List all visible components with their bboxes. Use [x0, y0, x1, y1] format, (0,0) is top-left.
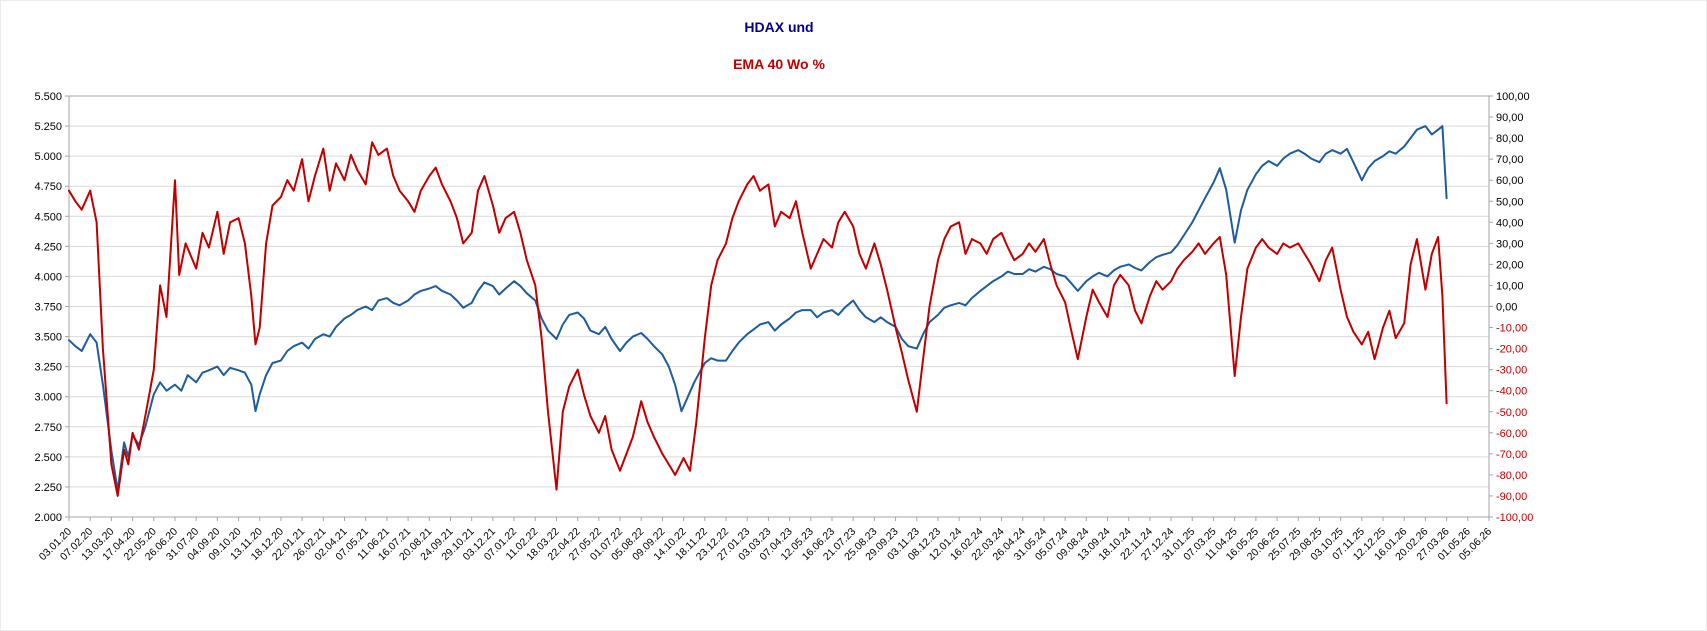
left-axis-label: 5.000	[34, 151, 62, 163]
series-line-ema-40-wo-	[68, 141, 1448, 497]
left-axis-label: 3.000	[34, 392, 62, 404]
left-axis-label: 2.250	[34, 482, 62, 494]
right-axis-label: -40,00	[1496, 386, 1527, 398]
right-axis-label: 50,00	[1496, 196, 1524, 208]
left-axis-label: 3.250	[34, 362, 62, 374]
chart-subtitle: EMA 40 Wo %	[733, 56, 825, 72]
right-axis-label: -90,00	[1496, 491, 1527, 503]
left-axis-label: 4.250	[34, 241, 62, 253]
chart-title: HDAX und	[744, 19, 814, 35]
left-axis-label: 2.750	[34, 422, 62, 434]
plot-border	[68, 95, 1490, 518]
left-axis-label: 2.500	[34, 452, 62, 464]
series-line-hdax	[68, 125, 1448, 492]
right-axis-label: 60,00	[1496, 175, 1524, 187]
right-axis-label: -10,00	[1496, 323, 1527, 335]
right-axis-label: 70,00	[1496, 154, 1524, 166]
right-axis-label: -60,00	[1496, 428, 1527, 440]
left-axis-label: 4.500	[34, 211, 62, 223]
right-axis-label: -20,00	[1496, 344, 1527, 356]
left-axis-label: 3.500	[34, 332, 62, 344]
right-axis-label: -50,00	[1496, 407, 1527, 419]
right-axis-label: 30,00	[1496, 238, 1524, 250]
right-axis-label: -30,00	[1496, 365, 1527, 377]
right-axis-label: 10,00	[1496, 280, 1524, 292]
right-axis-label: -70,00	[1496, 449, 1527, 461]
left-axis-label: 4.000	[34, 271, 62, 283]
left-axis-label: 4.750	[34, 181, 62, 193]
right-axis-label: -100,00	[1496, 512, 1533, 524]
right-axis-label: 40,00	[1496, 217, 1524, 229]
right-axis-label: 20,00	[1496, 259, 1524, 271]
right-axis-label: 90,00	[1496, 112, 1524, 124]
right-axis-label: 80,00	[1496, 133, 1524, 145]
left-axis-label: 2.000	[34, 512, 62, 524]
right-axis-label: -80,00	[1496, 470, 1527, 482]
left-axis-label: 5.250	[34, 121, 62, 133]
left-axis-label: 5.500	[34, 91, 62, 103]
right-axis-label: 0,00	[1496, 302, 1517, 314]
right-axis-label: 100,00	[1496, 91, 1530, 103]
left-axis-label: 3.750	[34, 302, 62, 314]
